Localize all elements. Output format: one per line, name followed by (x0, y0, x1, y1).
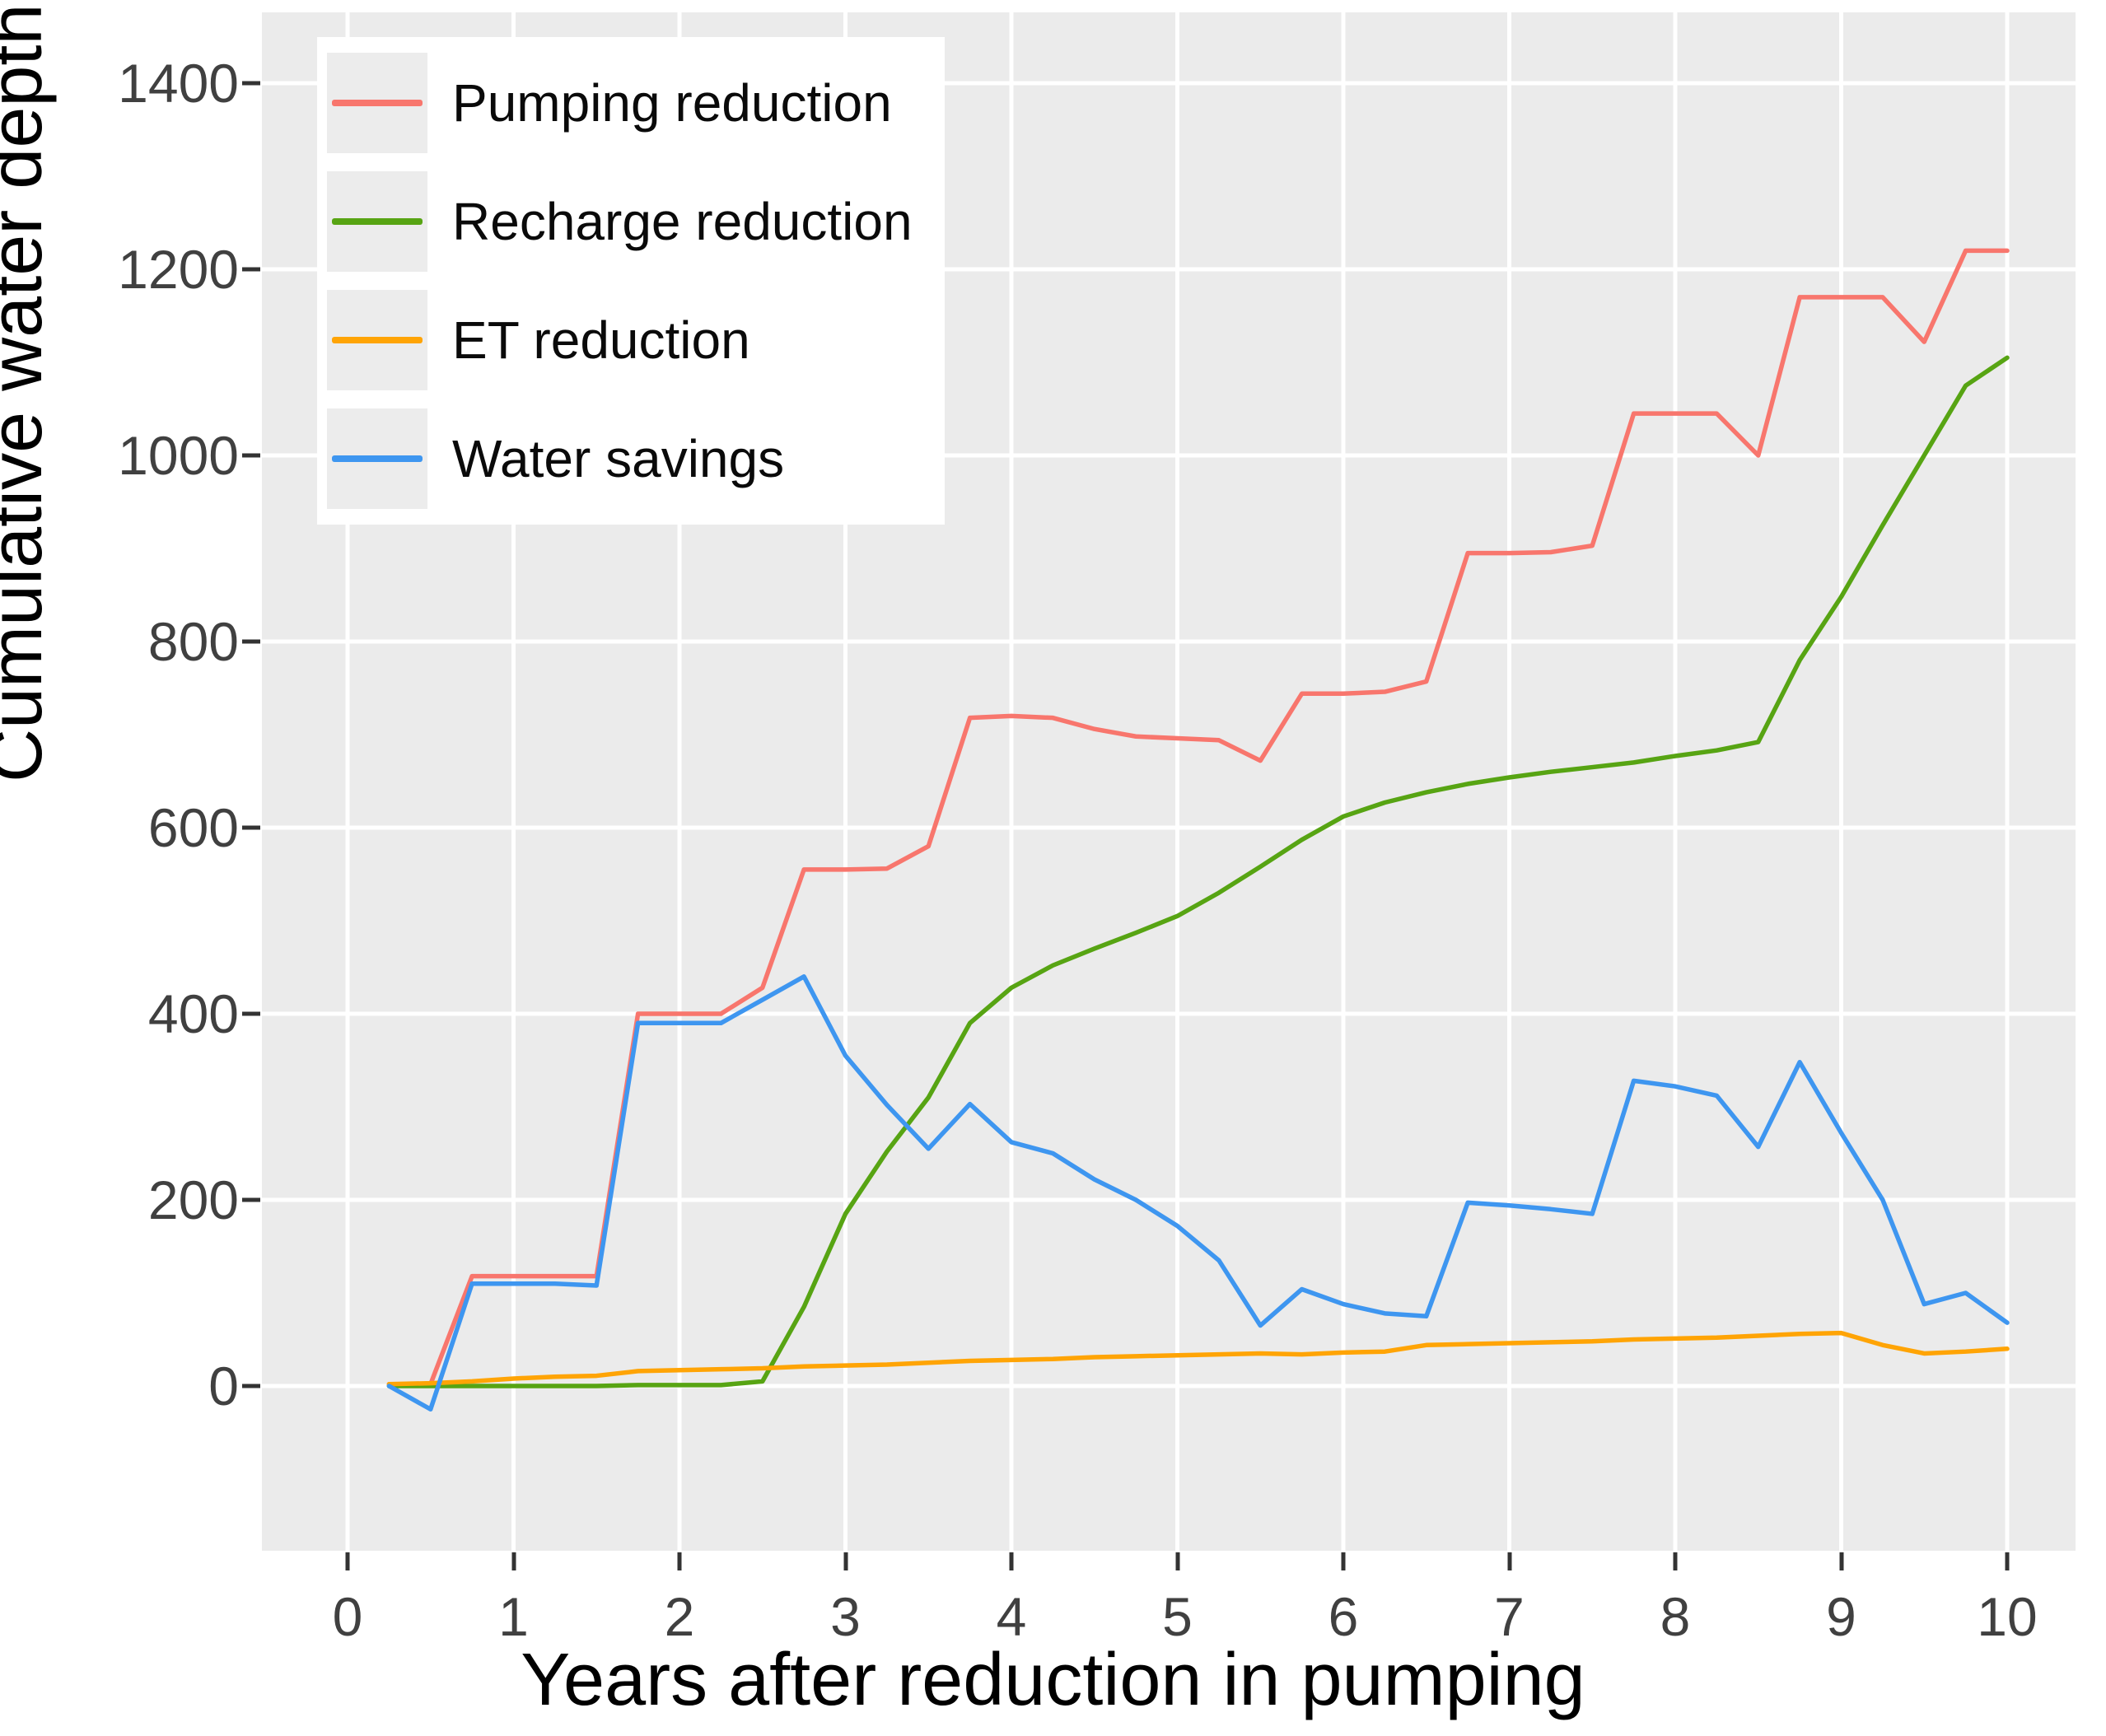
x-tick-label: 7 (1494, 1586, 1525, 1647)
x-tick-mark (1673, 1552, 1678, 1570)
x-tick-mark (1507, 1552, 1511, 1570)
x-tick-label: 8 (1660, 1586, 1691, 1647)
x-tick-mark (843, 1552, 848, 1570)
y-tick-mark (242, 1011, 260, 1016)
y-tick-mark (242, 825, 260, 830)
legend-entry: ET reduction (317, 290, 945, 390)
y-tick-label: 1400 (118, 53, 239, 114)
x-tick-label: 0 (332, 1586, 363, 1647)
series-et-reduction-line (386, 1330, 2010, 1387)
x-tick-mark (677, 1552, 682, 1570)
x-tick-mark (1175, 1552, 1179, 1570)
y-tick-label: 1000 (118, 425, 239, 486)
y-tick-mark (242, 453, 260, 458)
x-tick-label: 10 (1977, 1586, 2038, 1647)
series-pumping-reduction-line (386, 248, 2010, 1387)
x-axis-title: Years after reduction in pumping (521, 1639, 1585, 1721)
series-water-savings-line (386, 974, 2010, 1412)
x-tick-label: 5 (1162, 1586, 1193, 1647)
x-tick-label: 2 (664, 1586, 695, 1647)
y-tick-label: 400 (147, 983, 239, 1044)
legend-entry: Recharge reduction (317, 171, 945, 272)
x-tick-mark (1009, 1552, 1014, 1570)
legend-label: Water savings (452, 429, 785, 488)
legend-label: Recharge reduction (452, 192, 913, 251)
y-tick-mark (242, 81, 260, 86)
legend-entry: Water savings (317, 408, 945, 509)
legend-key (327, 53, 427, 153)
y-tick-label: 200 (147, 1169, 239, 1230)
y-tick-label: 0 (208, 1356, 239, 1416)
y-tick-label: 600 (147, 797, 239, 858)
x-tick-mark (345, 1552, 350, 1570)
series-recharge-reduction-line (386, 355, 2010, 1388)
legend-label: ET reduction (452, 310, 750, 370)
x-tick-label: 6 (1328, 1586, 1359, 1647)
x-tick-mark (511, 1552, 516, 1570)
y-tick-mark (242, 267, 260, 272)
y-tick-mark (242, 639, 260, 644)
x-tick-mark (1341, 1552, 1346, 1570)
x-tick-mark (1839, 1552, 1843, 1570)
legend-entry: Pumping reduction (317, 53, 945, 153)
x-tick-label: 9 (1826, 1586, 1856, 1647)
legend-label: Pumping reduction (452, 73, 892, 133)
legend-key (327, 408, 427, 509)
legend-key (327, 290, 427, 390)
y-tick-label: 1200 (118, 239, 239, 300)
x-tick-mark (2005, 1552, 2010, 1570)
x-tick-label: 1 (498, 1586, 529, 1647)
legend-key (327, 171, 427, 272)
y-tick-label: 800 (147, 611, 239, 672)
y-tick-mark (242, 1384, 260, 1388)
legend-swatch-line (332, 337, 423, 343)
legend: Pumping reduction Recharge reduction ET re… (317, 37, 945, 525)
legend-swatch-line (332, 218, 423, 225)
y-tick-mark (242, 1197, 260, 1202)
legend-swatch-line (332, 100, 423, 106)
legend-swatch-line (332, 455, 423, 462)
x-tick-label: 4 (996, 1586, 1027, 1647)
x-tick-label: 3 (830, 1586, 861, 1647)
y-axis-title: Cumulative water depth (mm) (0, 0, 58, 782)
